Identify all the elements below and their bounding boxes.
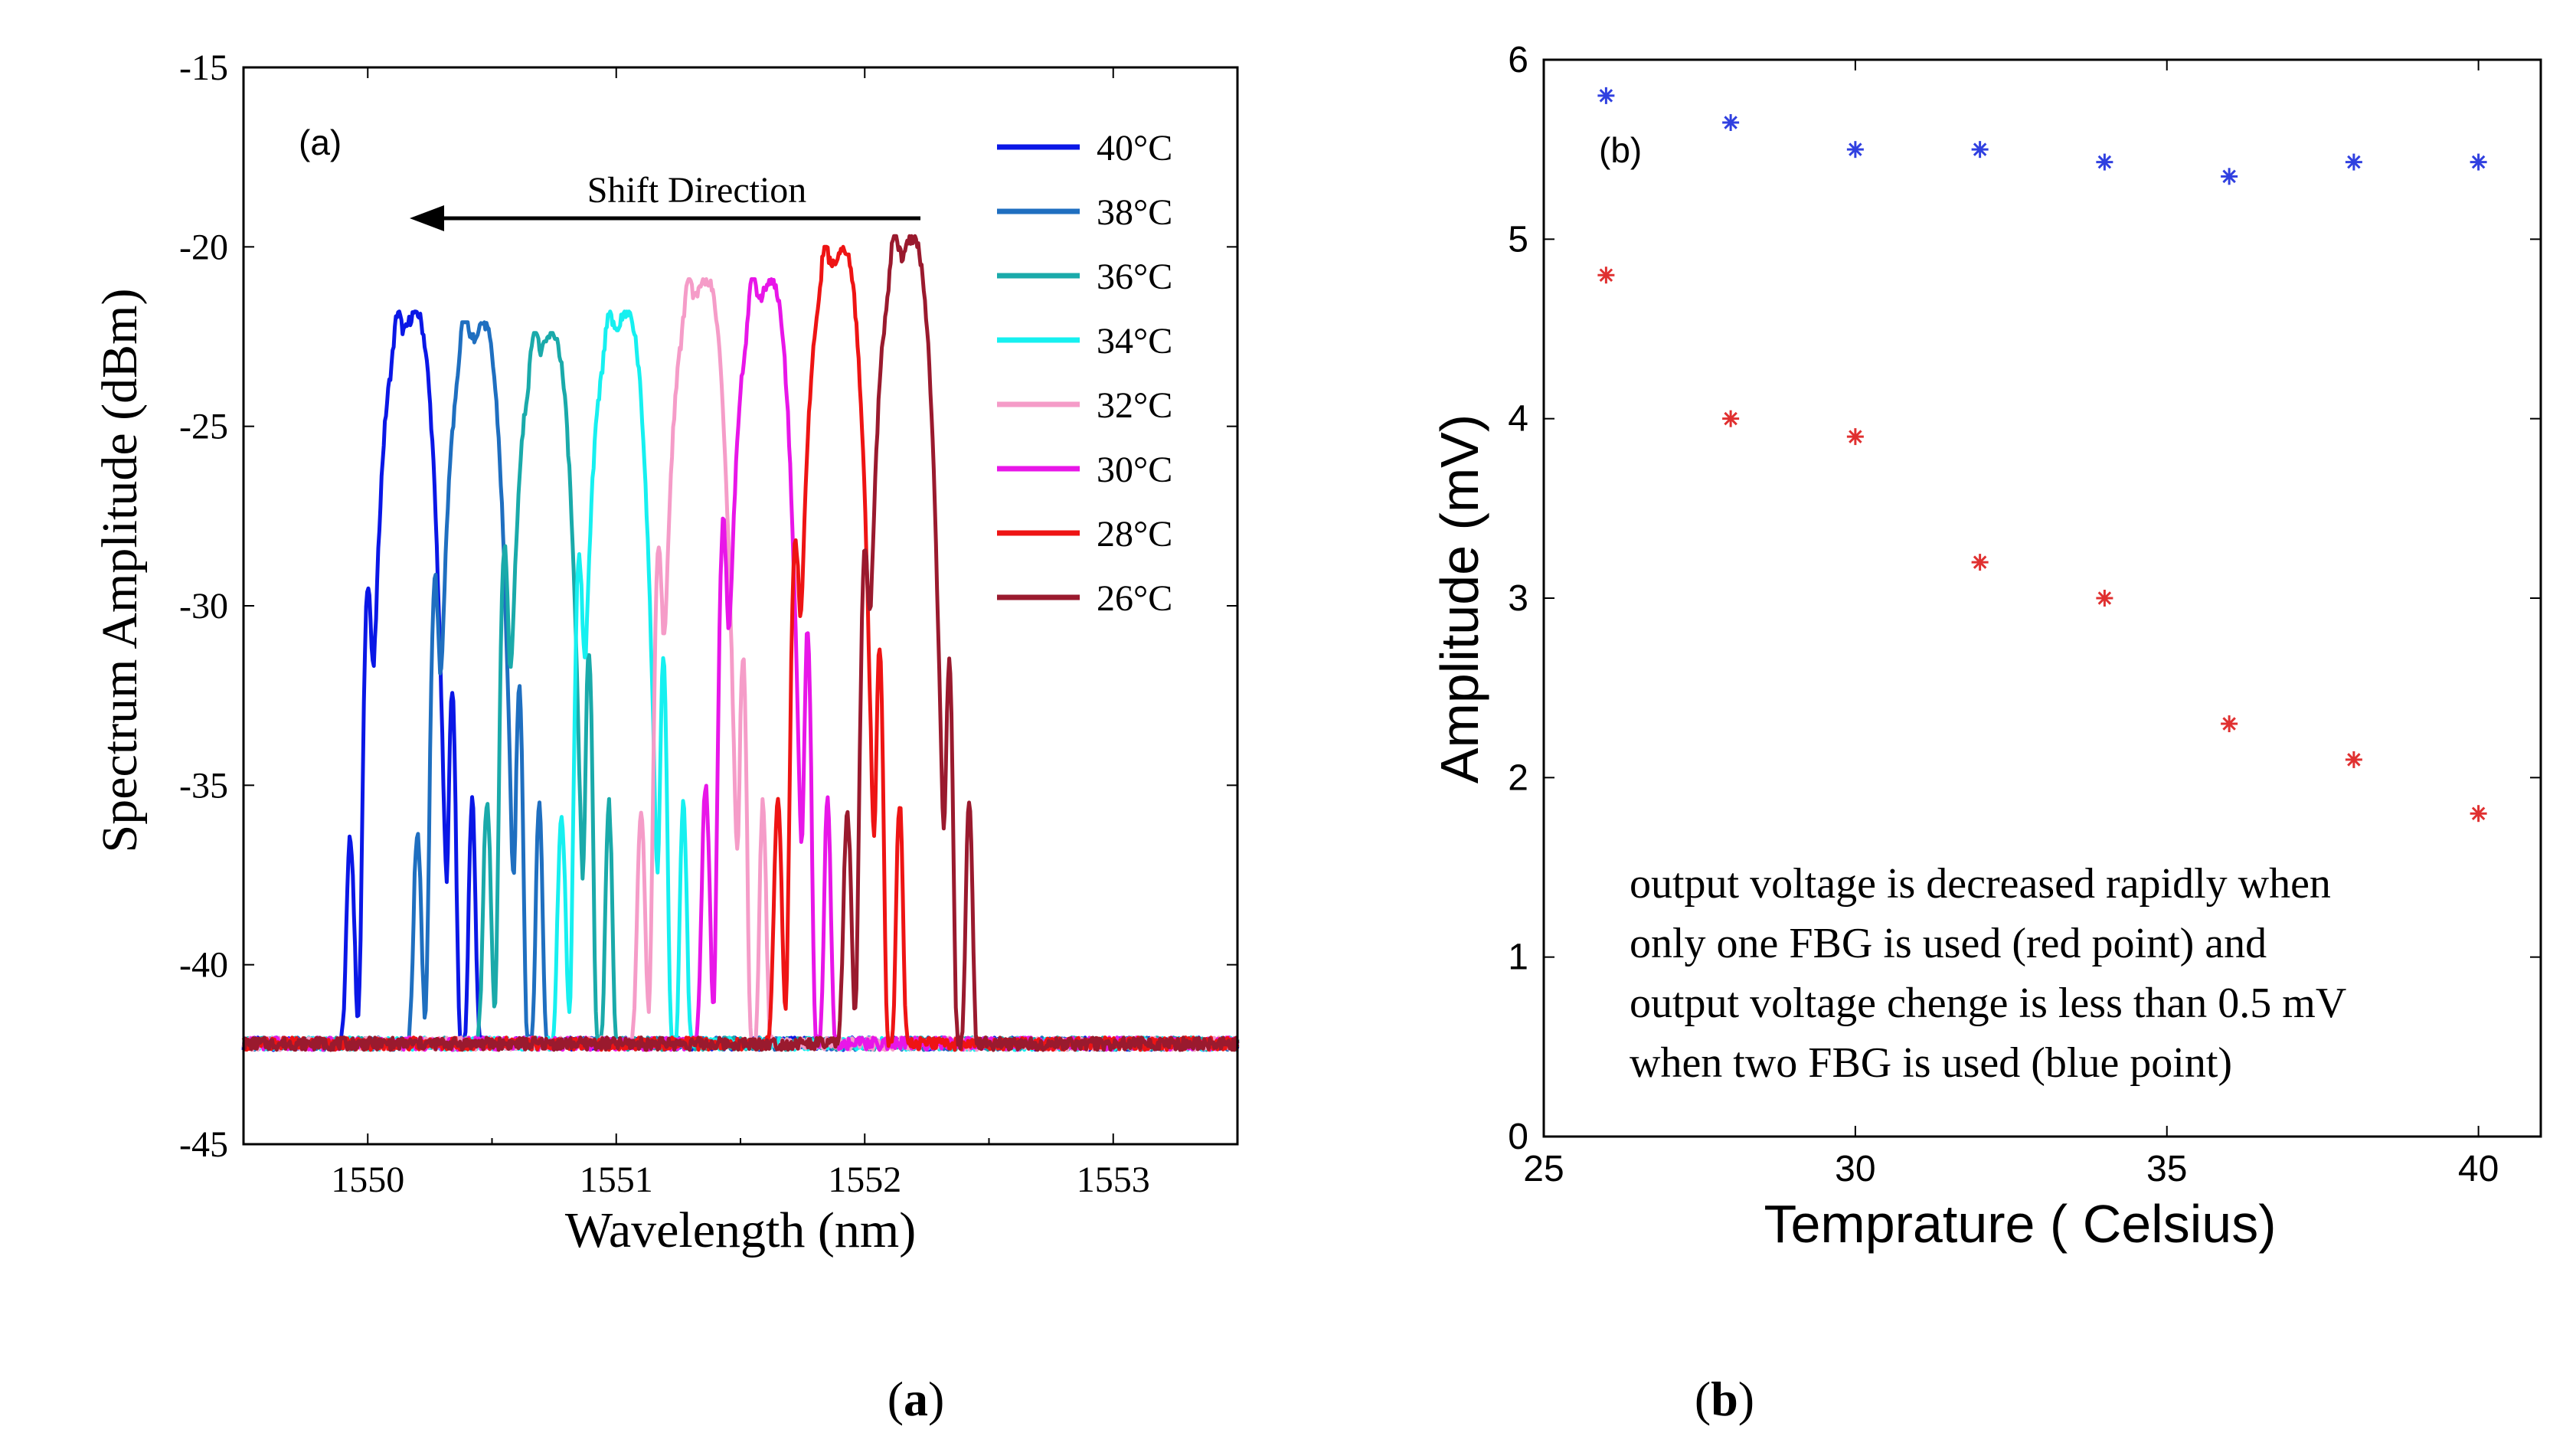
panel-a-x-tick-label: 1552 bbox=[828, 1160, 901, 1200]
panel-b-y-tick-label: 4 bbox=[1508, 399, 1528, 440]
annotation-line-3: output voltage chenge is less than 0.5 m… bbox=[1630, 980, 2346, 1027]
panel-a-y-tick-label: -45 bbox=[179, 1124, 228, 1165]
panel-a-chart: -15 -20 -25 -30 -35 -40 -45 1550 1551 1552 1553 (a… bbox=[92, 47, 1240, 1258]
shift-direction-arrowhead bbox=[410, 205, 444, 231]
spectrum-line-26c bbox=[242, 234, 1240, 1052]
panel-b-y-tick-label: 3 bbox=[1508, 578, 1528, 619]
panel-b-axes-box bbox=[1542, 58, 2542, 1138]
red-point bbox=[1846, 428, 1864, 446]
panel-a-y-tick-label: -30 bbox=[179, 586, 228, 626]
panel-b-chart: 0 1 2 3 4 5 6 25 30 35 40 (b) output voltage is de… bbox=[1430, 40, 2542, 1254]
panel-a-legend: 40°C 38°C 36°C 34°C 32°C 30°C 28°C 26°C bbox=[997, 128, 1172, 619]
red-point bbox=[1722, 410, 1740, 427]
blue-point bbox=[2096, 153, 2113, 171]
annotation-line-2: only one FBG is used (red point) and bbox=[1630, 920, 2267, 967]
panel-a-x-tick-label: 1553 bbox=[1077, 1160, 1150, 1200]
panel-b-x-tick-label: 40 bbox=[2458, 1149, 2499, 1189]
red-point bbox=[2096, 590, 2113, 607]
shift-direction-label: Shift Direction bbox=[587, 170, 807, 211]
blue-point bbox=[1971, 141, 1989, 159]
red-point bbox=[2470, 805, 2487, 823]
panel-a-y-tick-label: -40 bbox=[179, 945, 228, 986]
legend-label: 32°C bbox=[1097, 385, 1172, 426]
panel-b-y-tick-label: 5 bbox=[1508, 219, 1528, 260]
blue-point bbox=[2345, 153, 2362, 171]
blue-point bbox=[2470, 153, 2487, 171]
red-point bbox=[2345, 751, 2362, 768]
panel-b-inner-label: (b) bbox=[1599, 130, 1642, 170]
red-point bbox=[2221, 715, 2238, 733]
panel-a-y-tick-label: -20 bbox=[179, 227, 228, 267]
legend-label: 26°C bbox=[1097, 578, 1172, 619]
panel-b-y-tick-label: 6 bbox=[1508, 40, 1528, 80]
panel-a-x-axis-label: Wavelength (nm) bbox=[565, 1202, 916, 1258]
caption-b: (b) bbox=[1695, 1372, 1754, 1426]
legend-label: 36°C bbox=[1097, 257, 1172, 297]
panel-b-y-tick-label: 1 bbox=[1508, 937, 1528, 978]
legend-label: 34°C bbox=[1097, 321, 1172, 361]
blue-point bbox=[2221, 168, 2238, 185]
legend-label: 40°C bbox=[1097, 128, 1172, 168]
panel-b-x-axis-label: Temprature ( Celsius) bbox=[1764, 1194, 2276, 1254]
red-point bbox=[1971, 554, 1989, 571]
panel-b-y-tick-label: 2 bbox=[1508, 757, 1528, 798]
red-point bbox=[1597, 267, 1615, 284]
panel-a-axes-box bbox=[242, 66, 1239, 1146]
panel-a-y-axis-label: Spectrum Amplitude (dBm) bbox=[92, 289, 148, 853]
panel-a-inner-label: (a) bbox=[299, 123, 342, 162]
panel-a-y-tick-label: -25 bbox=[179, 407, 228, 447]
panel-b-y-tick-label: 0 bbox=[1508, 1117, 1528, 1157]
annotation-line-1: output voltage is decreased rapidly when bbox=[1630, 860, 2331, 908]
legend-label: 30°C bbox=[1097, 450, 1172, 490]
legend-label: 38°C bbox=[1097, 192, 1172, 233]
panel-b-x-tick-label: 25 bbox=[1523, 1149, 1564, 1189]
blue-point bbox=[1597, 87, 1615, 104]
panel-a-y-tick-label: -15 bbox=[179, 47, 228, 88]
panel-b-x-tick-label: 35 bbox=[2146, 1149, 2187, 1189]
blue-point bbox=[1722, 114, 1740, 132]
panel-a-y-tick-label: -35 bbox=[179, 765, 228, 806]
panel-b-annotation: output voltage is decreased rapidly when… bbox=[1630, 860, 2346, 1087]
legend-label: 28°C bbox=[1097, 514, 1172, 554]
spectrum-line-30c bbox=[242, 277, 1240, 1052]
panel-a-x-tick-label: 1551 bbox=[580, 1160, 653, 1200]
annotation-line-4: when two FBG is used (blue point) bbox=[1630, 1039, 2232, 1087]
blue-point bbox=[1846, 141, 1864, 159]
panel-a-x-tick-label: 1550 bbox=[331, 1160, 404, 1200]
panel-b-x-tick-label: 30 bbox=[1835, 1149, 1875, 1189]
caption-a: (a) bbox=[888, 1372, 945, 1426]
panel-b-y-axis-label: Amplitude (mV) bbox=[1430, 414, 1489, 783]
